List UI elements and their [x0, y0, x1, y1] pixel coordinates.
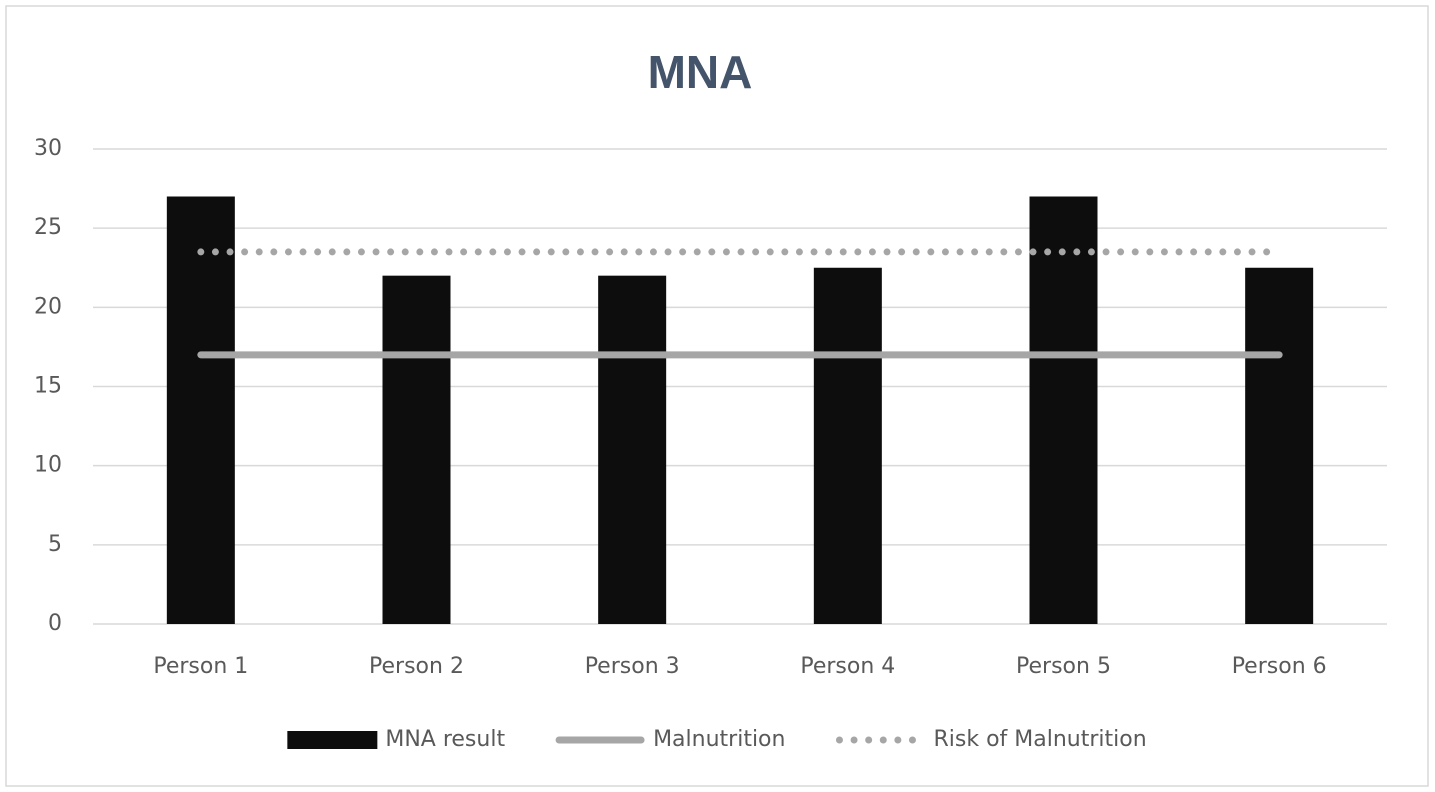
bar	[382, 275, 451, 624]
y-tick-label: 15	[34, 374, 62, 399]
chart-frame	[5, 5, 1429, 787]
bar	[813, 267, 882, 624]
legend-swatch	[287, 731, 378, 749]
x-tick-label: Person 4	[800, 654, 895, 679]
x-tick-label: Person 1	[153, 654, 248, 679]
y-tick-label: 10	[34, 453, 62, 478]
bar	[1245, 267, 1314, 624]
x-tick-label: Person 3	[585, 654, 680, 679]
bar	[166, 196, 235, 624]
y-tick-label: 20	[34, 294, 62, 319]
chart-title: MNA	[648, 46, 753, 98]
legend-label: Risk of Malnutrition	[933, 727, 1146, 752]
y-tick-label: 5	[48, 532, 62, 557]
x-tick-label: Person 6	[1232, 654, 1327, 679]
x-tick-label: Person 5	[1016, 654, 1111, 679]
y-tick-label: 0	[48, 611, 62, 636]
x-tick-label: Person 2	[369, 654, 464, 679]
y-tick-label: 30	[34, 136, 62, 161]
bar	[1029, 196, 1098, 624]
y-tick-label: 25	[34, 215, 62, 240]
legend-label: Malnutrition	[653, 727, 785, 752]
legend-label: MNA result	[385, 727, 505, 752]
bar	[598, 275, 667, 624]
